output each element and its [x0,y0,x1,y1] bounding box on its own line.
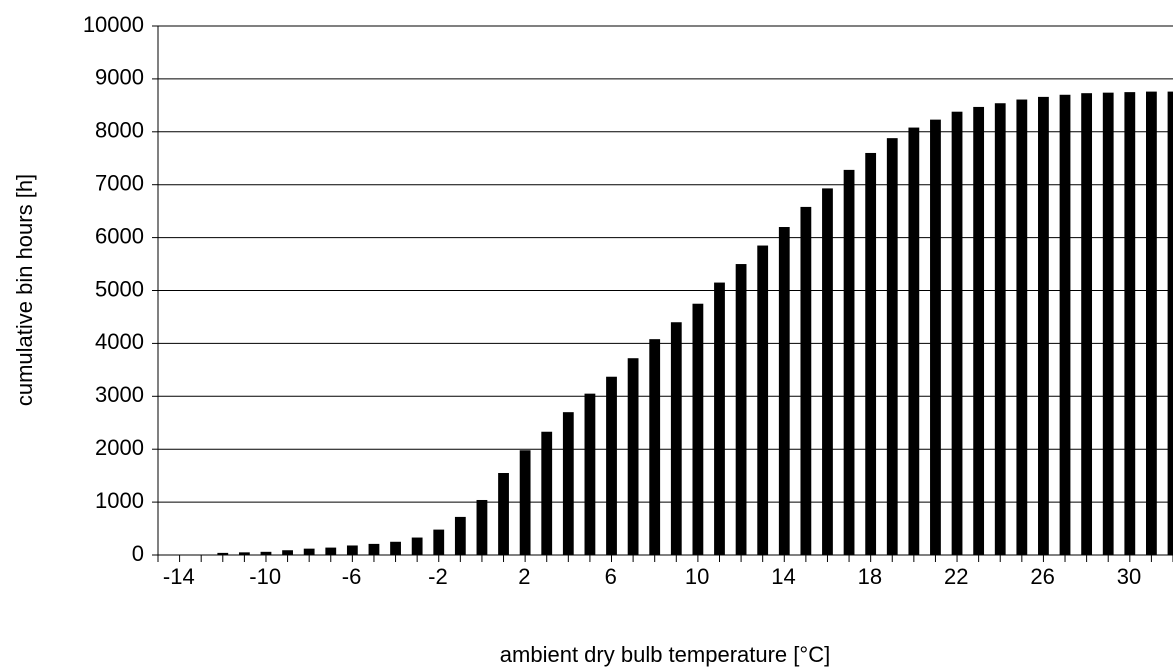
x-tick-label: 18 [858,564,882,589]
y-tick-label: 7000 [95,171,144,196]
bar [1146,91,1157,555]
x-tick-label: -14 [163,564,195,589]
bar [1124,92,1136,555]
bar [886,138,898,555]
bar [390,541,401,555]
y-tick-label: 10000 [83,12,144,37]
bar [433,529,445,555]
bar [822,188,833,555]
x-tick-label: 30 [1117,564,1141,589]
bar [519,450,531,555]
y-tick-label: 9000 [95,65,144,90]
x-tick-label: 26 [1030,564,1054,589]
bar [930,119,941,556]
y-tick-label: 4000 [95,329,144,354]
bar [325,547,337,555]
x-tick-label: 6 [605,564,617,589]
bar [282,550,293,555]
bar [757,245,769,555]
bar [627,358,639,555]
bar [778,227,790,555]
bar [498,473,509,555]
x-tick-label: 10 [685,564,709,589]
bar [368,543,380,555]
bar [1102,92,1114,556]
bar [260,551,272,555]
y-tick-label: 0 [132,541,144,566]
bar [606,376,617,555]
bar [562,412,574,555]
bar [951,111,963,555]
bar [865,152,877,555]
y-tick-label: 6000 [95,223,144,248]
bar [649,339,661,555]
x-tick-label: -6 [342,564,362,589]
bar [454,516,466,555]
y-axis-title: cumulative bin hours [h] [12,174,37,406]
x-axis-title: ambient dry bulb temperature [°C] [500,642,830,667]
x-tick-label: -10 [249,564,281,589]
bar [735,264,747,555]
bar [692,303,704,555]
bar [843,169,855,555]
bar [994,103,1006,555]
y-tick-label: 8000 [95,118,144,143]
bar [303,548,315,555]
x-tick-label: 22 [944,564,968,589]
bar [1016,99,1028,555]
bar [541,431,553,555]
bar [1167,91,1173,555]
bar [217,552,229,555]
bar [584,393,596,555]
bar [714,282,725,555]
y-tick-label: 3000 [95,382,144,407]
bar [476,499,488,555]
bar [411,537,423,555]
x-tick-label: 2 [518,564,530,589]
x-tick-label: 14 [771,564,795,589]
bar [973,106,985,555]
bar [238,552,250,555]
bar [1038,96,1049,556]
y-tick-label: 2000 [95,435,144,460]
x-tick-label: -2 [428,564,448,589]
y-tick-label: 5000 [95,276,144,301]
bar [908,127,920,556]
bar [1081,93,1093,556]
bar [1059,94,1071,556]
bar [670,322,682,555]
y-tick-label: 1000 [95,488,144,513]
bar [800,206,812,555]
bar [346,545,358,555]
